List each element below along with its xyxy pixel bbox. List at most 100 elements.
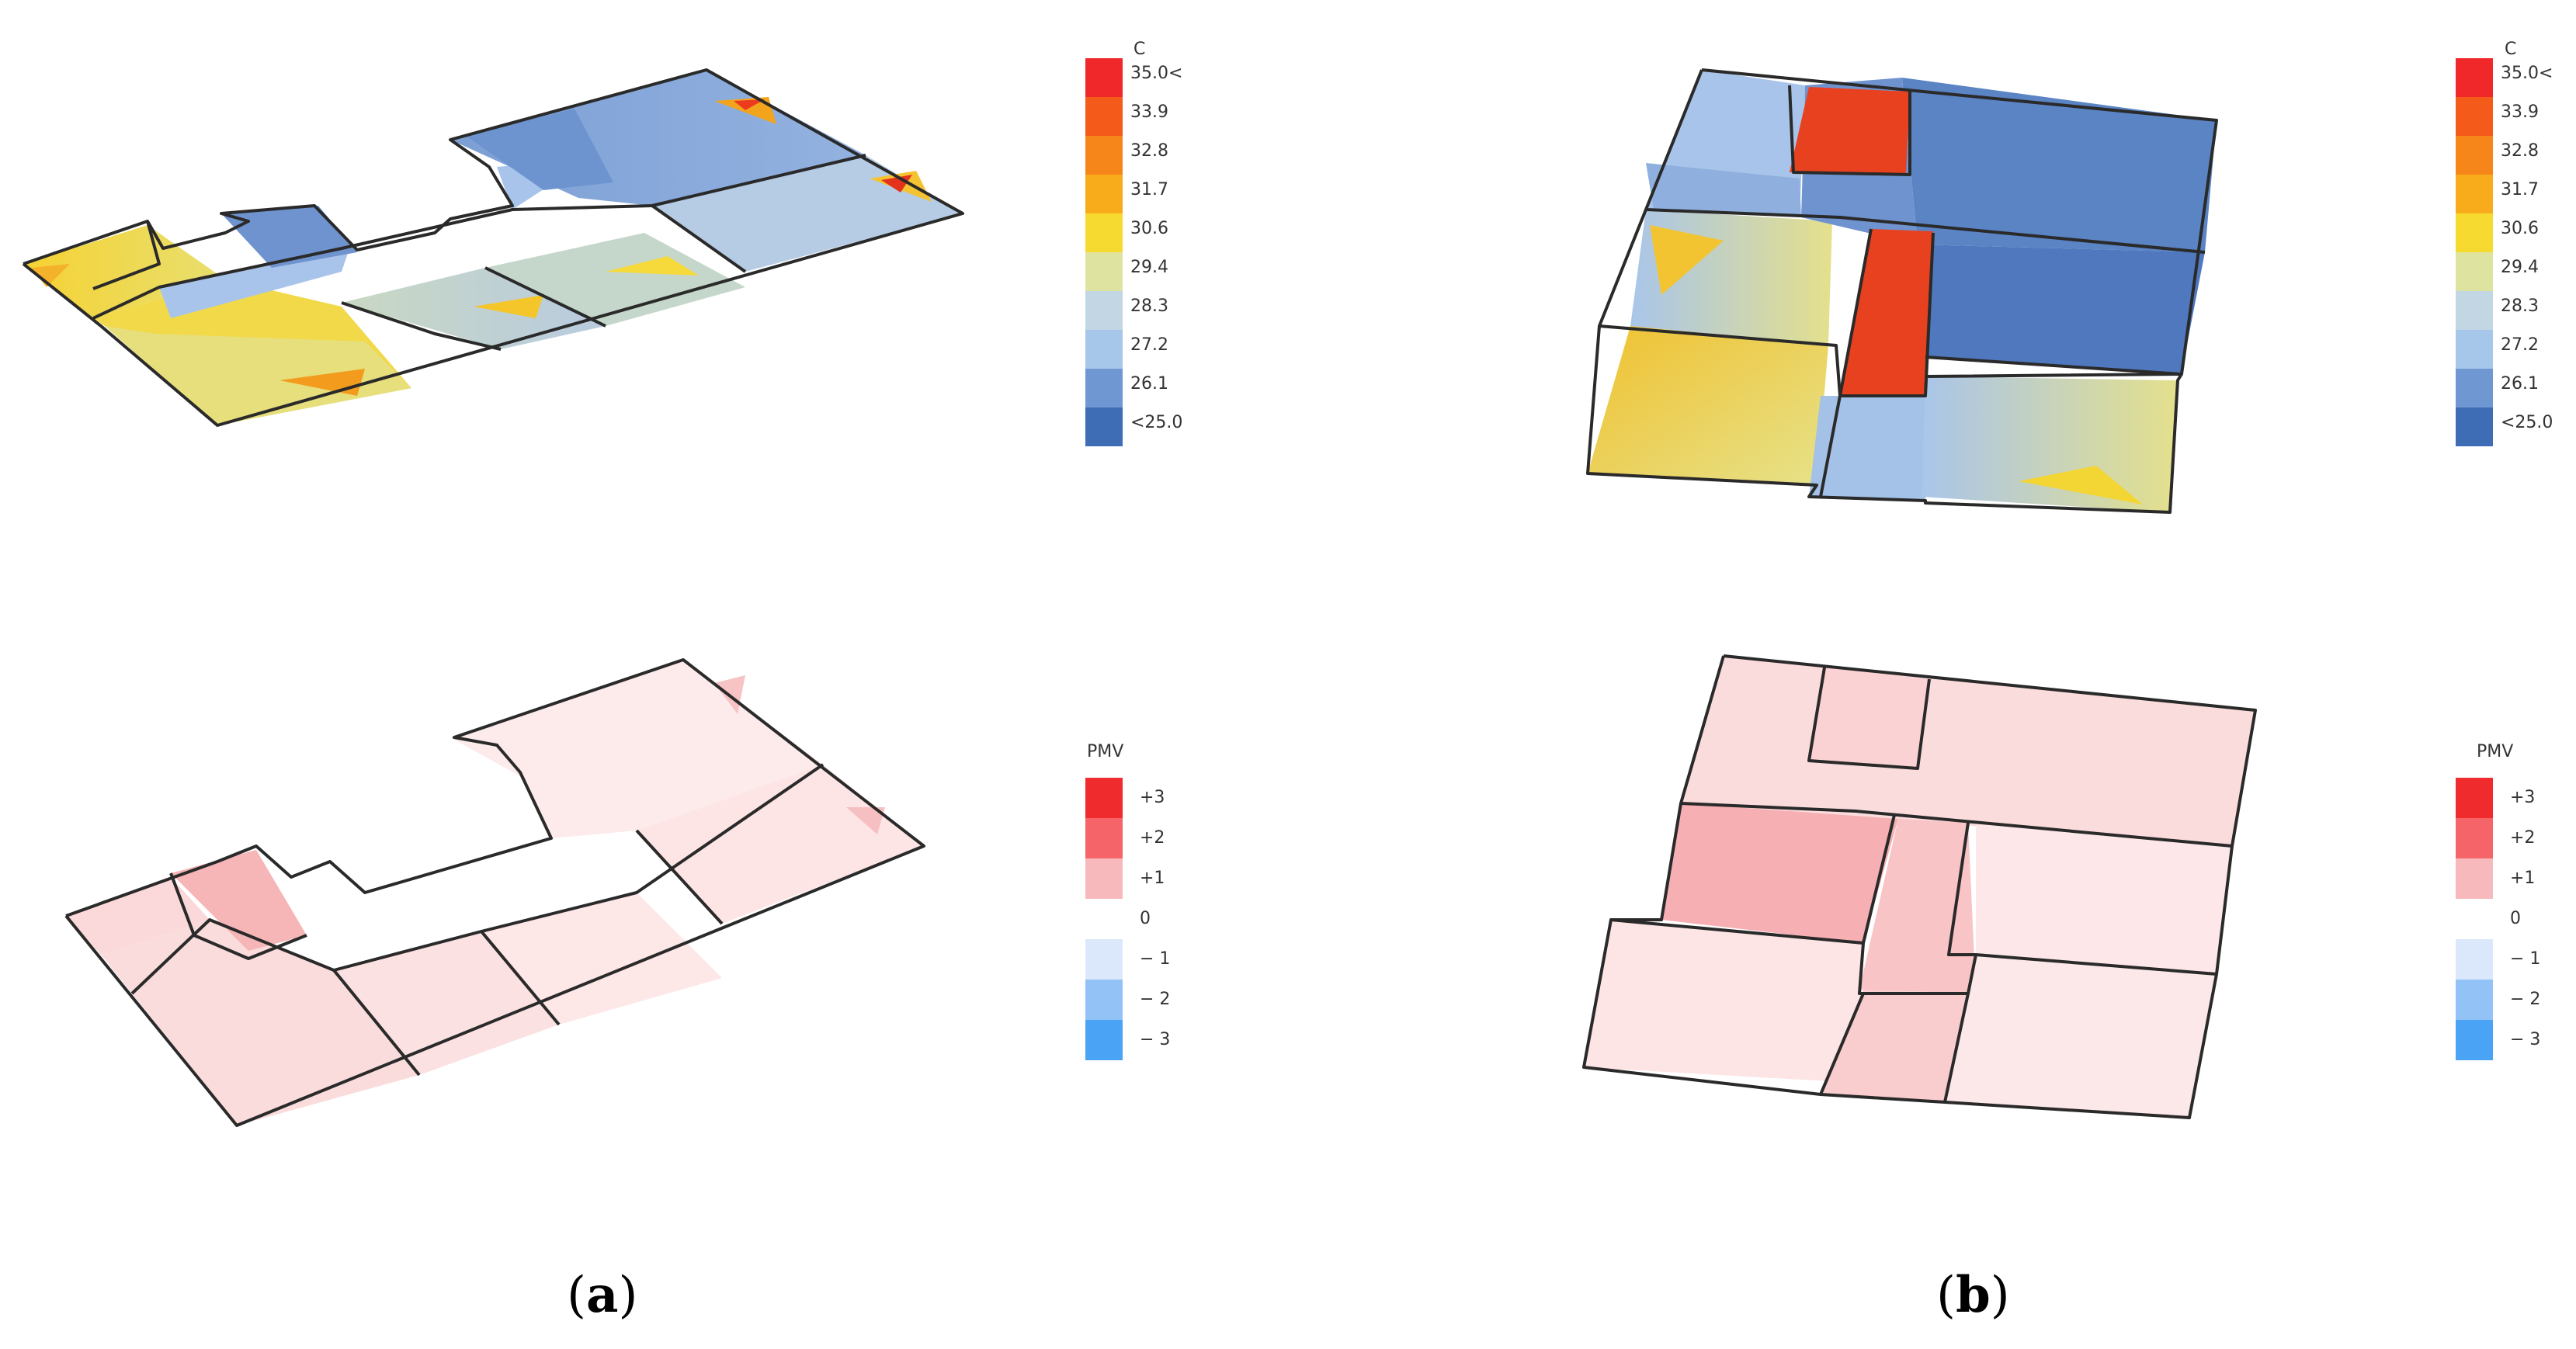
pmv-legend-a-swatch-6 <box>1085 1020 1123 1060</box>
temp-legend-b-swatch-3 <box>2456 175 2493 213</box>
room-a-left-upper <box>23 225 225 318</box>
pmv-legend-a-label-3: 0 <box>1140 909 1151 928</box>
temp-legend-b-swatch-8 <box>2456 369 2493 407</box>
temperature-legend-a: C 35.0< 33.9 32.8 31.7 30.6 29.4 28.3 27.2 26.1 <… <box>1085 40 1182 446</box>
temp-legend-b-swatch-7 <box>2456 330 2493 369</box>
temp-legend-b-swatch-5 <box>2456 252 2493 291</box>
temp-legend-a-label-5: 29.4 <box>1130 258 1168 277</box>
temp-legend-b-label-5: 29.4 <box>2501 258 2539 277</box>
room-a-middle-2 <box>485 233 745 326</box>
walls-a-temp-inner2 <box>92 220 161 290</box>
pmv-legend-b-label-2: +1 <box>2510 869 2535 888</box>
walls-a-temp-inner5 <box>651 204 747 273</box>
room-b-top-left-lower <box>1646 163 1801 217</box>
temp-legend-b-swatch-4 <box>2456 213 2493 252</box>
temp-legend-a-label-8: 26.1 <box>1130 374 1168 394</box>
pmv-b-top-small <box>1809 668 1929 768</box>
walls-b-temp-inner2 <box>1788 85 1911 176</box>
temp-legend-a-swatch-1 <box>1085 97 1123 136</box>
walls-b-temp-inner4 <box>1819 228 1873 498</box>
floorplan-a-pmv <box>64 658 925 1127</box>
pmv-b-center <box>1859 819 1976 994</box>
walls-b-pmv-inner7 <box>1943 993 1970 1103</box>
pmv-legend-a-swatch-4 <box>1085 939 1123 980</box>
pmv-a-left-upper <box>66 877 210 955</box>
pmv-b-right-mid <box>1976 823 2232 974</box>
pmv-b-left-mid <box>1661 803 1898 943</box>
pmv-legend-a-label-2: +1 <box>1140 869 1165 888</box>
pmv-legend-b-swatch-2 <box>2456 858 2493 899</box>
pmv-a-left-lower <box>101 920 419 1125</box>
room-a-middle-1 <box>342 268 606 349</box>
room-a-corridor <box>159 159 590 318</box>
pmv-legend-a-swatch-5 <box>1085 980 1123 1020</box>
temp-legend-b-label-3: 31.7 <box>2501 180 2539 199</box>
pmv-legend-b-swatch-4 <box>2456 939 2493 980</box>
room-b-middle-right <box>1918 244 2205 373</box>
temp-legend-a-label-4: 30.6 <box>1130 219 1168 238</box>
temp-legend-b-label-1: 33.9 <box>2501 102 2539 122</box>
pmv-a-right-top <box>450 660 823 838</box>
room-b-top-right <box>1902 78 2217 252</box>
temp-legend-a-label-0: 35.0< <box>1130 64 1182 83</box>
walls-b-pmv-inner2 <box>1807 667 1931 770</box>
caption-a: (a) <box>567 1266 637 1324</box>
temp-legend-b-label-9: <25.0 <box>2501 413 2553 432</box>
room-a-right-top-dark <box>466 109 613 190</box>
temp-legend-b-swatch-6 <box>2456 291 2493 330</box>
pmv-legend-a-swatch-2 <box>1085 858 1123 899</box>
hotspot-a-5b <box>734 99 765 110</box>
legend-unit-b: C <box>2505 40 2516 59</box>
room-b-hot-top <box>1790 87 1910 175</box>
temp-legend-a-label-6: 28.3 <box>1130 297 1168 316</box>
floorplan-b-temperature <box>1586 68 2218 514</box>
temp-legend-a-swatch-2 <box>1085 136 1123 175</box>
room-a-left-lower-bottom <box>105 326 411 425</box>
temp-legend-a-swatch-5 <box>1085 252 1123 291</box>
pmv-legend-b-swatch-1 <box>2456 818 2493 858</box>
room-b-right-bottom <box>1922 376 2178 512</box>
walls-a-pmv-inner3 <box>332 969 421 1077</box>
pmv-b-right-bottom <box>1945 955 2217 1118</box>
pmv-legend-b-label-0: +3 <box>2510 788 2535 807</box>
temp-legend-a-label-2: 32.8 <box>1130 141 1168 161</box>
hotspot-a-3 <box>474 295 543 318</box>
temp-legend-b-label-7: 27.2 <box>2501 335 2539 355</box>
pmv-legend-b-label-4: − 1 <box>2510 949 2540 969</box>
walls-b-pmv-inner5 <box>1858 942 1977 995</box>
caption-b: (b) <box>1936 1266 2010 1324</box>
temp-legend-a-swatch-7 <box>1085 330 1123 369</box>
pmv-legend-a-swatch-0 <box>1085 778 1123 818</box>
room-b-left-bottom <box>1588 326 1828 485</box>
pmv-legend-b-swatch-3 <box>2456 899 2493 939</box>
pmv-legend-b-label-1: +2 <box>2510 828 2535 848</box>
pmv-legend-a-label-1: +2 <box>1140 828 1165 848</box>
walls-a-temp-inner <box>92 154 866 320</box>
pmv-legend-title: PMV <box>1087 742 1123 761</box>
temp-legend-a-label-7: 27.2 <box>1130 335 1168 355</box>
temp-legend-b-swatch-2 <box>2456 136 2493 175</box>
pmv-legend-b-swatch-6 <box>2456 1020 2493 1060</box>
walls-b-temp-inner <box>1645 208 2206 254</box>
walls-a-temp-inner3 <box>341 301 502 351</box>
temperature-legend-b: C 35.0< 33.9 32.8 31.7 30.6 29.4 28.3 27.2 26.1 <… <box>2456 40 2553 446</box>
pmv-legend-a-label-6: − 3 <box>1140 1030 1170 1049</box>
temp-legend-a-label-9: <25.0 <box>1130 413 1182 432</box>
pmv-legend-b-label-6: − 3 <box>2510 1030 2540 1049</box>
walls-b-pmv-inner6 <box>1819 993 1865 1095</box>
pmv-b-left-bottom <box>1584 920 1863 1083</box>
walls-a-pmv <box>64 658 925 1127</box>
legend-unit: C <box>1134 40 1145 59</box>
pmv-legend-a-swatch-3 <box>1085 899 1123 939</box>
room-b-bottom-small <box>1809 396 1933 501</box>
hotspot-a-5 <box>714 97 776 124</box>
walls-b-pmv <box>1582 654 2257 1119</box>
walls-a-pmv-inner2 <box>169 872 307 960</box>
temp-legend-b-label-0: 35.0< <box>2501 64 2553 83</box>
temp-legend-a-swatch-4 <box>1085 213 1123 252</box>
walls-b-pmv-inner <box>1680 802 2233 848</box>
temp-legend-b-label-2: 32.8 <box>2501 141 2539 161</box>
walls-a-pmv-inner5 <box>635 829 724 925</box>
hot-b-left-middle-corner <box>1650 225 1724 295</box>
